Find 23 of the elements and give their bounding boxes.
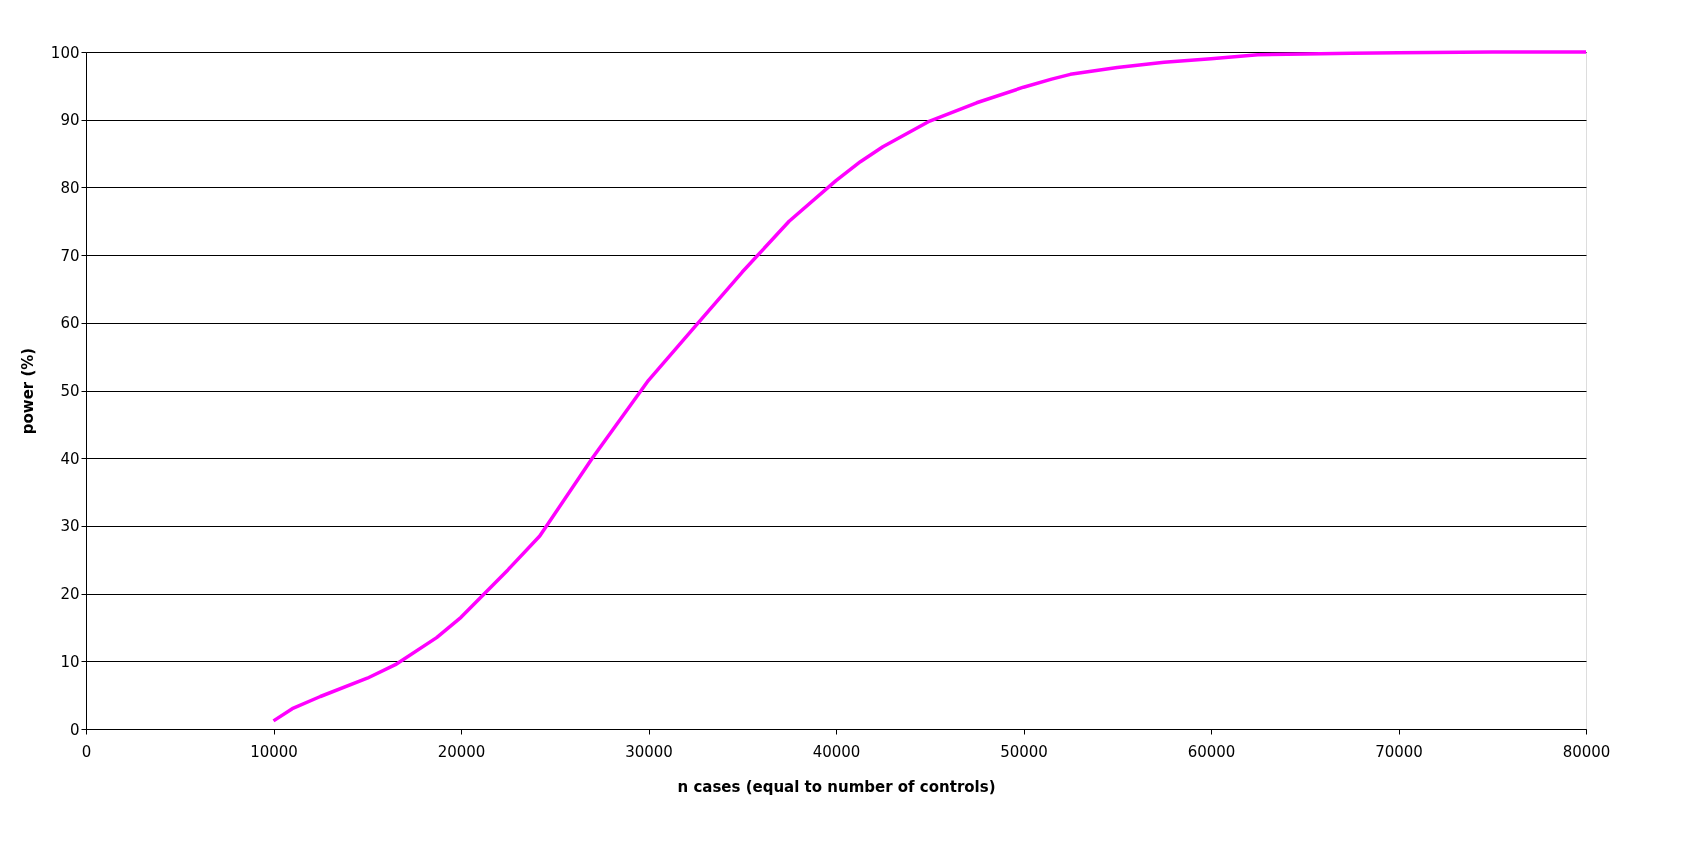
x-tick-label: 50000 [1000,742,1048,761]
y-tick-label: 80 [60,178,80,197]
x-tick-label: 10000 [250,742,298,761]
x-tick-label: 60000 [1187,742,1236,761]
x-tick-label: 40000 [812,742,861,761]
y-tick-label: 70 [60,246,80,265]
y-tick-label: 20 [60,585,80,604]
y-tick-label: 40 [60,449,80,468]
x-axis-title: n cases (equal to number of controls) [677,777,996,796]
x-tick-label: 30000 [625,742,673,761]
y-tick-label: 100 [50,43,80,62]
y-tick-label: 10 [60,652,80,671]
y-tick-label: 90 [60,111,80,130]
y-tick-label: 60 [60,314,80,333]
y-tick-label: 50 [60,382,80,400]
x-tick-label: 20000 [437,742,486,761]
y-tick-label: 0 [69,720,80,739]
y-tick-label: 30 [60,517,80,536]
y-axis-title: power (%) [18,347,37,435]
x-tick-label: 0 [81,742,92,761]
x-tick-label: 70000 [1375,742,1423,761]
line-series [271,50,1588,723]
x-tick-label: 80000 [1562,742,1611,761]
